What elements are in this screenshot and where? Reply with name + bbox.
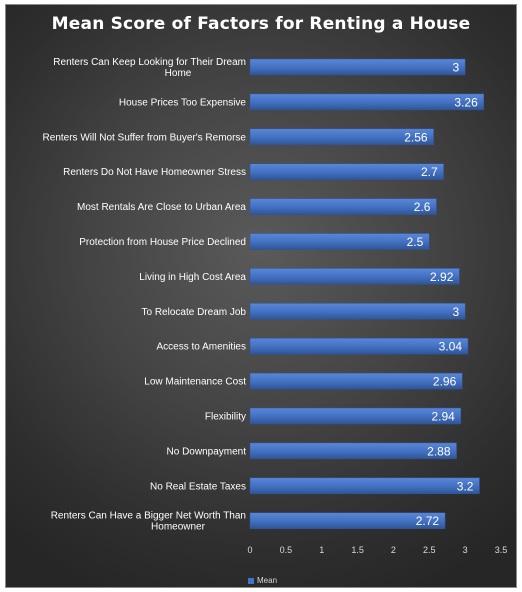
x-tick-label-1-5: 1.5 [351,545,364,555]
x-tick-label-0: 0 [247,545,252,555]
bar-protection-from-house-price-declined [249,233,430,250]
category-label-protection-from-house-price-declined: Protection from House Price Declined [79,237,246,248]
data-label-living-in-high-cost-area: 2.92 [430,270,454,284]
legend-swatch-mean [248,577,254,584]
data-label-access-to-amenities: 3.04 [439,340,463,354]
data-label-no-real-estate-taxes: 3.2 [457,479,474,493]
bar-no-real-estate-taxes [249,477,480,495]
bar-renters-can-keep-looking-for-their-dream-home [249,58,466,76]
x-tick-label-3: 3 [463,545,468,555]
data-label-protection-from-house-price-declined: 2.5 [407,235,424,249]
x-tick-label-0-5: 0.5 [280,545,293,555]
data-label-most-rentals-are-close-to-urban-area: 2.6 [414,200,431,214]
data-label-no-downpayment: 2.88 [427,444,451,458]
bar-access-to-amenities [249,337,469,355]
bar-renters-can-have-a-bigger-net-worth-than-homeowner [249,512,446,529]
data-label-renters-do-not-have-homeowner-stress: 2.7 [421,165,438,179]
bar-to-relocate-dream-job [249,303,466,320]
x-tick-label-2: 2 [391,545,396,555]
category-label-low-maintenance-cost: Low Maintenance Cost [144,377,246,388]
category-label-no-real-estate-taxes: No Real Estate Taxes [150,481,246,492]
chart-frame: Mean Score of Factors for Renting a Hous… [5,4,517,588]
bar-renters-will-not-suffer-from-buyer-s-remorse [249,128,434,146]
category-label-house-prices-too-expensive: House Prices Too Expensive [119,97,247,108]
category-label-renters-will-not-suffer-from-buyer-s-remorse: Renters Will Not Suffer from Buyer's Rem… [43,132,247,143]
category-label-no-downpayment: No Downpayment [167,446,247,457]
data-label-renters-can-keep-looking-for-their-dream-home: 3 [452,61,459,75]
data-label-house-prices-too-expensive: 3.26 [454,95,478,109]
bar-living-in-high-cost-area [249,268,460,285]
bar-most-rentals-are-close-to-urban-area [249,198,437,215]
legend: Mean [248,576,277,585]
bar-low-maintenance-cost [249,372,463,390]
bar-no-downpayment [249,442,457,460]
x-tick-label-1: 1 [319,545,324,555]
data-label-flexibility: 2.94 [431,410,455,424]
category-label-flexibility: Flexibility [205,412,246,423]
chart-title: Mean Score of Factors for Renting a Hous… [51,14,471,34]
category-label-renters-can-have-a-bigger-net-worth-than-homeowner: Renters Can Have a Bigger Net Worth Than… [51,511,246,533]
category-label-renters-do-not-have-homeowner-stress: Renters Do Not Have Homeowner Stress [63,167,246,178]
data-label-to-relocate-dream-job: 3 [452,305,459,319]
x-tick-label-2-5: 2.5 [423,545,436,555]
bar-renters-do-not-have-homeowner-stress [249,163,444,180]
data-label-low-maintenance-cost: 2.96 [433,375,457,389]
data-label-renters-can-have-a-bigger-net-worth-than-homeowner: 2.72 [416,514,440,528]
bar-chart-plot: 3 Renters Can Keep Looking for Their Drea… [43,57,508,555]
data-label-renters-will-not-suffer-from-buyer-s-remorse: 2.56 [404,130,428,144]
category-label-living-in-high-cost-area: Living in High Cost Area [139,272,246,283]
legend-label-mean: Mean [257,576,278,585]
x-tick-label-3-5: 3.5 [495,545,508,555]
bar-flexibility [249,407,462,425]
category-label-to-relocate-dream-job: To Relocate Dream Job [142,307,247,318]
category-label-most-rentals-are-close-to-urban-area: Most Rentals Are Close to Urban Area [77,202,246,213]
category-label-renters-can-keep-looking-for-their-dream-home: Renters Can Keep Looking for Their Dream… [53,57,246,79]
bar-house-prices-too-expensive [249,93,485,111]
category-label-access-to-amenities: Access to Amenities [157,342,246,353]
